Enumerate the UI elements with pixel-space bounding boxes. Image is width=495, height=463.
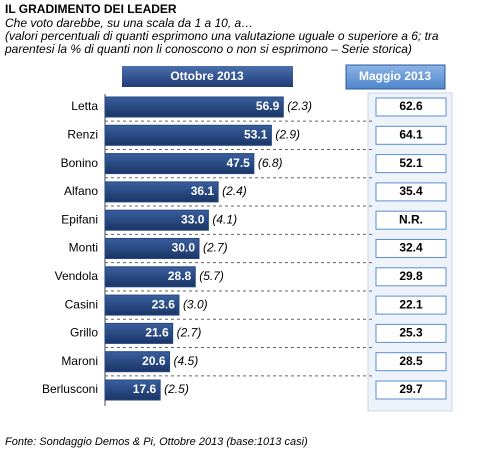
category-label: Grillo [70, 326, 98, 340]
comparison-box [375, 295, 447, 315]
bar [104, 96, 284, 118]
comparison-label: 52.1 [399, 156, 423, 170]
secondary-label: (2.7) [177, 326, 202, 340]
value-label: 36.1 [191, 184, 215, 198]
comparison-box [375, 210, 447, 230]
category-label: Casini [65, 297, 98, 311]
comparison-box [375, 352, 447, 372]
bar [104, 209, 209, 231]
comparison-box [375, 239, 447, 258]
legend-entry: Ottobre 2013 [170, 69, 244, 83]
value-label: 47.5 [226, 156, 250, 170]
bar [104, 379, 161, 401]
bar [104, 153, 255, 175]
bar [104, 124, 272, 146]
value-label: 17.6 [133, 382, 157, 396]
bar [104, 266, 196, 288]
comparison-box [375, 267, 447, 287]
comparison-label: 62.6 [399, 99, 423, 113]
value-label: 30.0 [172, 241, 196, 255]
chart-title: IL GRADIMENTO DEI LEADER [5, 2, 177, 16]
note: (valori percentuali di quanti esprimono … [5, 29, 439, 43]
secondary-label: (6.8) [258, 156, 283, 170]
comparison-box [375, 380, 447, 400]
bar [104, 181, 219, 203]
bar [104, 238, 200, 259]
comparison-box [375, 154, 447, 174]
value-label: 53.1 [244, 127, 268, 141]
category-label: Monti [69, 241, 98, 255]
category-label: Bonino [61, 156, 99, 170]
secondary-label: (4.1) [212, 212, 237, 226]
comparison-label: 29.7 [399, 382, 423, 396]
bar [104, 322, 174, 344]
category-label: Epifani [61, 212, 98, 226]
comparison-box [375, 97, 447, 117]
secondary-label: (2.5) [164, 382, 189, 396]
subtitle: Che voto darebbe, su una scala da 1 a 10… [5, 16, 253, 30]
category-label: Maroni [61, 354, 98, 368]
comparison-box [375, 125, 447, 145]
source: Fonte: Sondaggio Demos & Pi, Ottobre 201… [5, 436, 308, 448]
category-label: Alfano [64, 184, 98, 198]
secondary-label: (3.0) [183, 297, 208, 311]
secondary-label: (5.7) [199, 269, 224, 283]
legend-entry: Maggio 2013 [359, 69, 431, 83]
category-label: Renzi [67, 127, 98, 141]
header-box [122, 66, 293, 87]
comparison-box [375, 323, 447, 343]
comparison-label: 64.1 [399, 127, 423, 141]
value-label: 23.6 [152, 297, 176, 311]
comparison-label: 28.5 [399, 354, 423, 368]
comparison-label: 29.8 [399, 269, 423, 283]
value-label: 20.6 [142, 354, 166, 368]
category-label: Berlusconi [42, 382, 98, 396]
secondary-label: (4.5) [174, 354, 199, 368]
value-label: 56.9 [256, 99, 280, 113]
secondary-label: (2.3) [287, 99, 312, 113]
category-label: Letta [71, 99, 98, 113]
value-label: 21.6 [145, 326, 169, 340]
note: parentesi la % di quanti non li conoscon… [4, 42, 412, 56]
secondary-label: (2.9) [275, 127, 300, 141]
comparison-label: N.R. [399, 212, 423, 226]
comparison-box [375, 182, 447, 202]
category-label: Vendola [55, 269, 99, 283]
bar [104, 351, 171, 373]
comparison-label: 32.4 [399, 241, 423, 255]
comparison-label: 22.1 [399, 297, 423, 311]
header-box [345, 64, 446, 90]
comparison-label: 35.4 [399, 184, 423, 198]
value-label: 33.0 [181, 212, 205, 226]
comparison-label: 25.3 [399, 326, 423, 340]
value-label: 28.8 [168, 269, 192, 283]
bar [104, 294, 180, 316]
secondary-label: (2.7) [203, 241, 228, 255]
secondary-label: (2.4) [222, 184, 247, 198]
